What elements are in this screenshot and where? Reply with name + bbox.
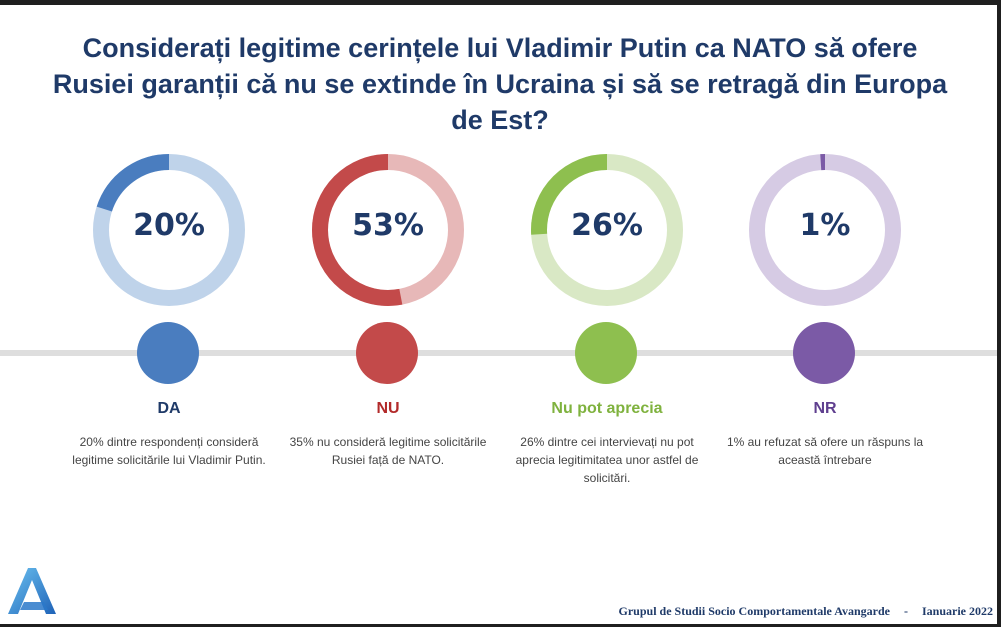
donut-value-label: 1%	[799, 208, 851, 243]
category-label: DA	[157, 400, 181, 417]
donut-segment	[749, 154, 901, 306]
category-label: NR	[813, 400, 837, 417]
avangarde-logo-icon	[8, 568, 56, 614]
category-label: Nu pot aprecia	[551, 400, 663, 417]
category-marker-dot	[137, 322, 199, 384]
category-description: 1% au refuzat să ofere un răspuns la ace…	[726, 435, 924, 467]
donut-chart	[93, 154, 245, 306]
category-description: 20% dintre respondenți consideră legitim…	[72, 435, 266, 467]
category-marker-dot	[793, 322, 855, 384]
donut-value-label: 53%	[352, 208, 424, 243]
category-marker-dot	[356, 322, 418, 384]
category-marker-dot	[575, 322, 637, 384]
category-description: 26% dintre cei intervievați nu pot aprec…	[515, 435, 699, 485]
donut-segment	[312, 154, 464, 306]
donut-value-label: 26%	[571, 208, 643, 243]
window-frame-top	[0, 0, 1001, 5]
footer-date: Ianuarie 2022	[921, 604, 993, 618]
donut-segment	[93, 154, 245, 306]
category-description: 35% nu consideră legitime solicitările R…	[289, 435, 487, 467]
footer-source: Grupul de Studii Socio Comportamentale A…	[619, 604, 993, 619]
footer-separator: -	[903, 604, 908, 618]
timeline-divider	[0, 350, 997, 356]
slide-title: Considerați legitime cerințele lui Vladi…	[52, 33, 948, 135]
donut-chart	[749, 154, 901, 306]
donut-chart	[531, 154, 683, 306]
window-frame-bottom	[0, 624, 1001, 627]
donut-segment	[531, 154, 683, 306]
donut-value-label: 20%	[133, 208, 205, 243]
footer-organization: Grupul de Studii Socio Comportamentale A…	[618, 604, 890, 618]
window-frame-right	[997, 0, 1001, 627]
category-label: NU	[376, 400, 400, 417]
donut-chart	[312, 154, 464, 306]
